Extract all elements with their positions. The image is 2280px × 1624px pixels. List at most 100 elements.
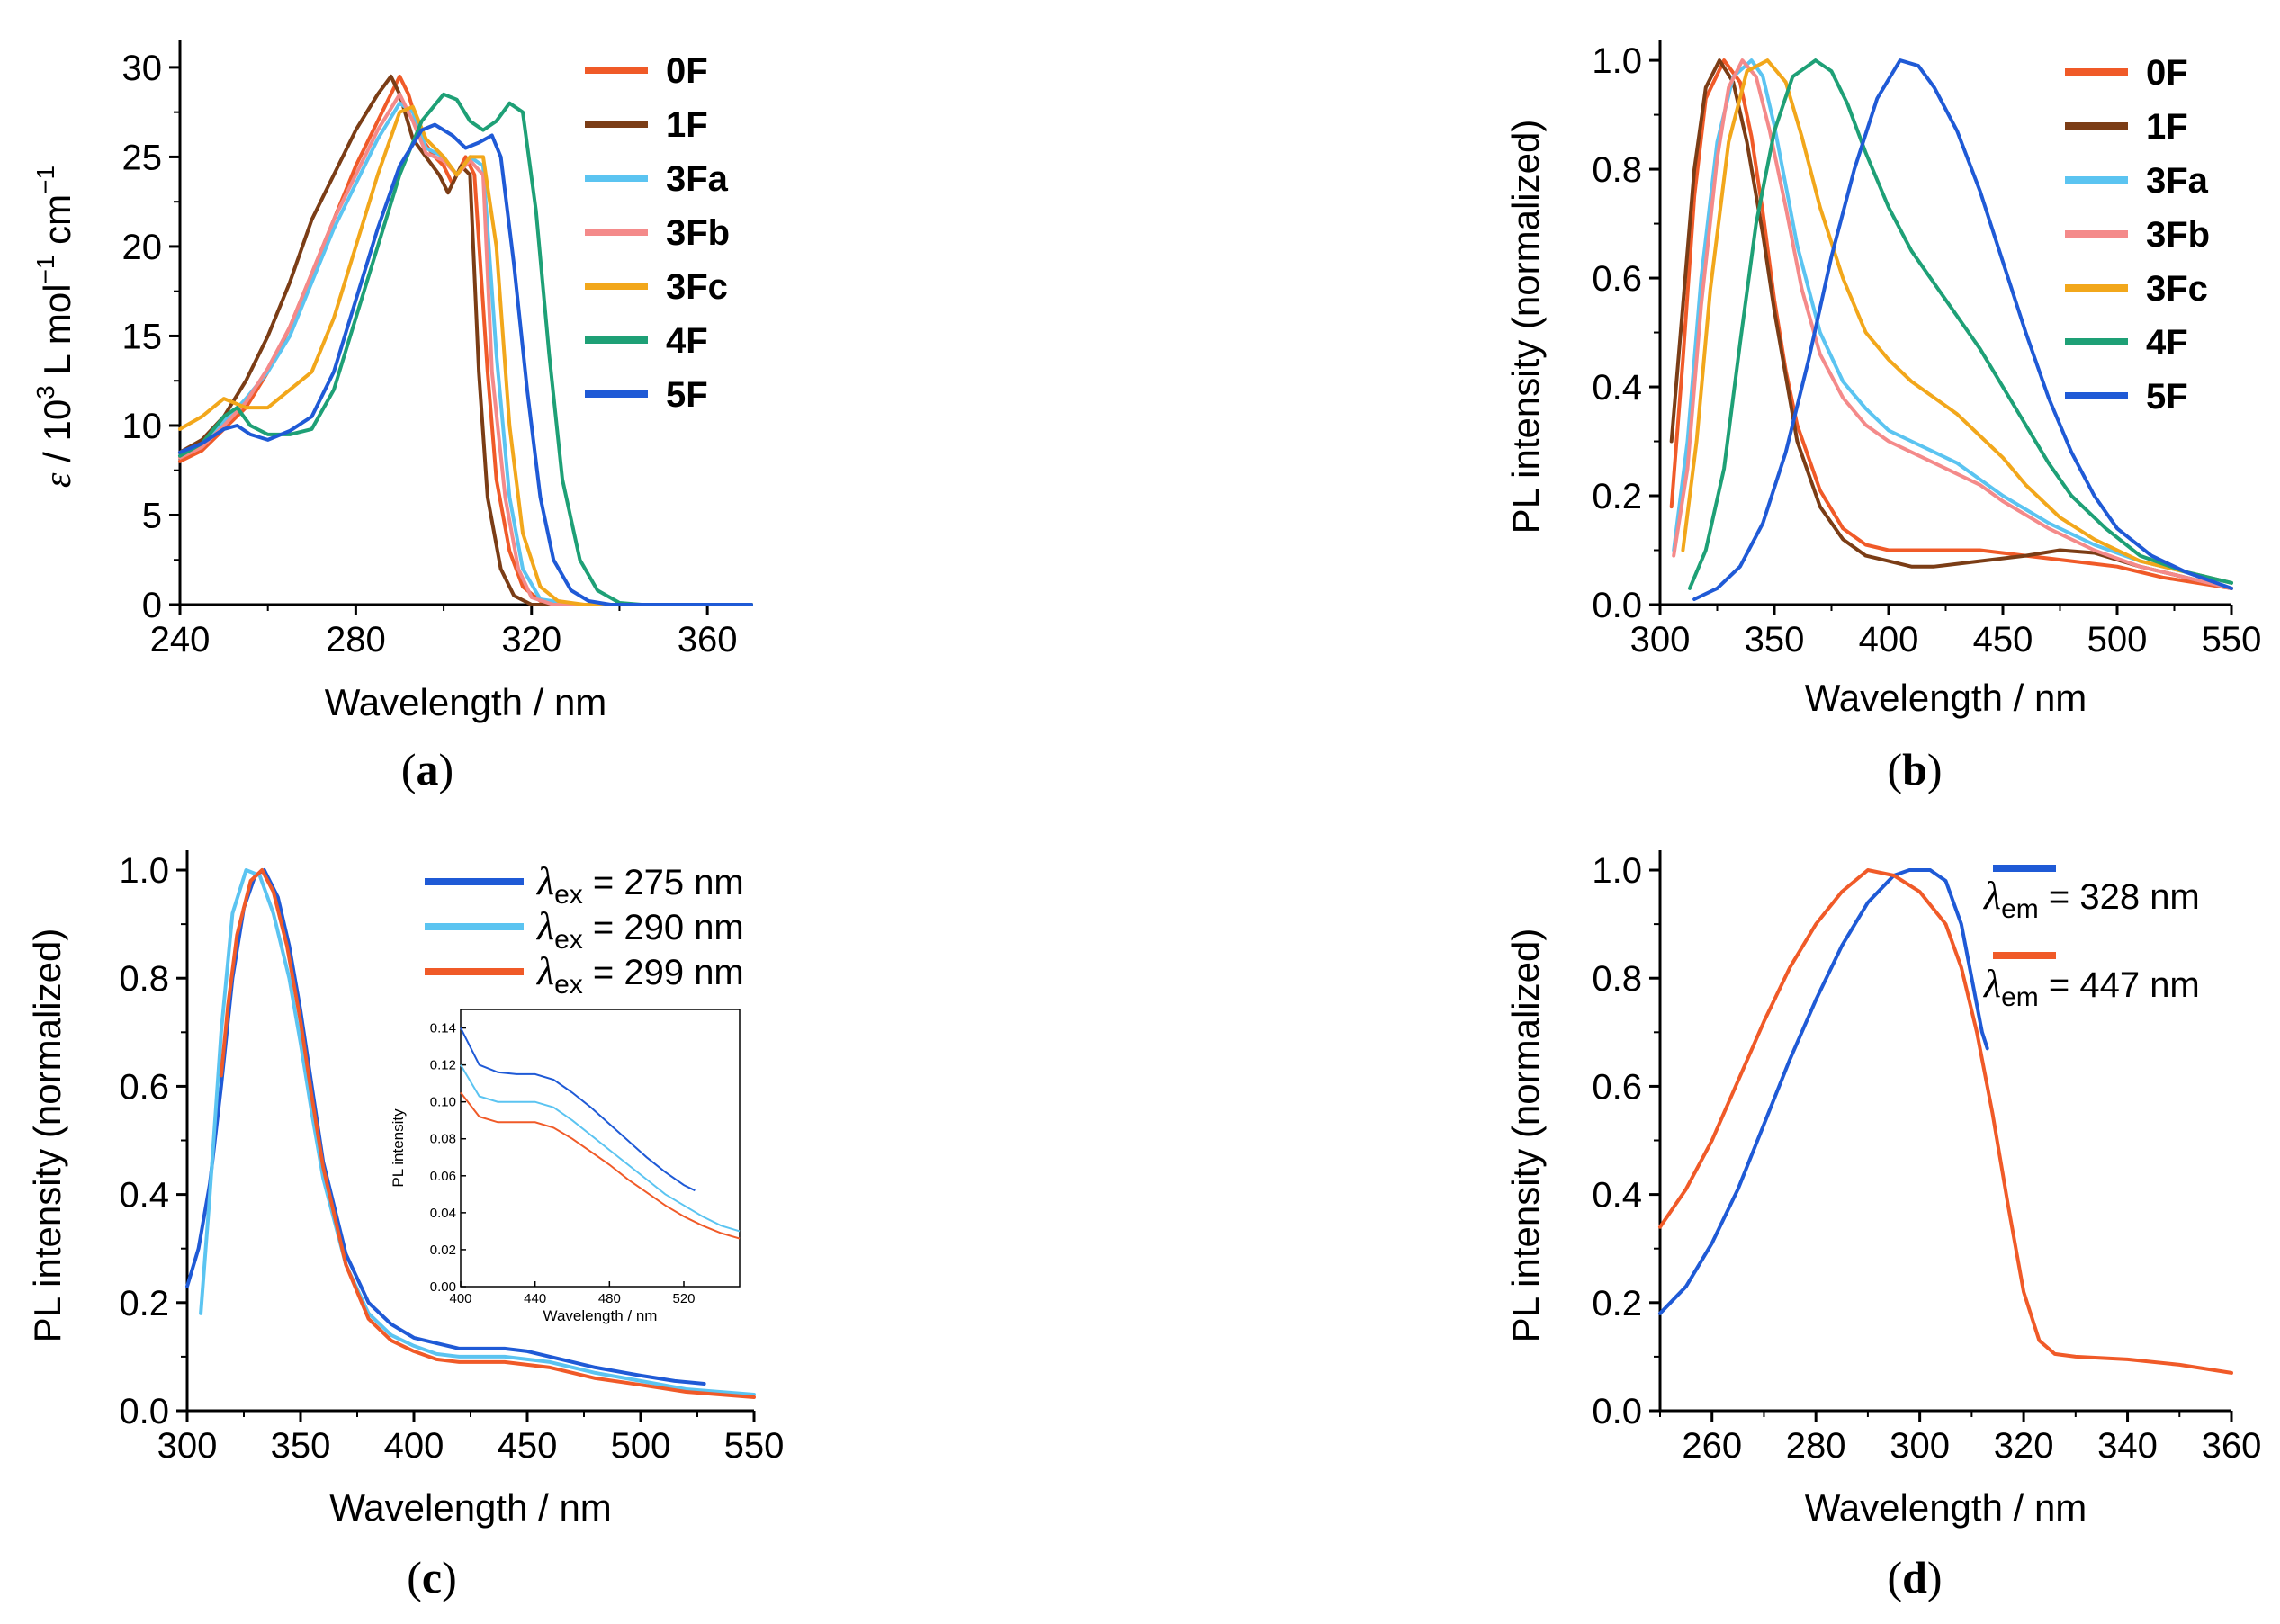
caption-a: (a) — [401, 744, 453, 794]
inset-x-tick-label: 480 — [598, 1291, 621, 1306]
x-tick-label: 350 — [1745, 620, 1805, 659]
y-axis-label: ε / 103 L mol−1 cm−1 — [31, 166, 79, 488]
y-tick-label: 0.8 — [1592, 150, 1642, 190]
series-line-1 — [1658, 868, 1989, 1315]
y-axis-label: PL intensity (normalized) — [1504, 929, 1547, 1343]
legend-label: 0F — [666, 51, 708, 91]
x-tick-label: 360 — [2202, 1426, 2262, 1466]
y-tick-label: 0 — [142, 586, 162, 625]
legend-label: 3Fc — [2146, 269, 2208, 309]
series-line-6 — [178, 92, 753, 606]
legend-label: 5F — [2146, 377, 2188, 417]
chart-panel-d: 260 280 300 320 340 360 0.0 0.2 0.4 0.6 0.8 1.0 Wave… — [1504, 850, 2261, 1529]
chart-panel-b: 300 350 400 450 500 550 0.0 0.2 0.4 0.6 0.8 1.0 Wave… — [1504, 40, 2261, 719]
y-tick-label: 1.0 — [1592, 851, 1642, 891]
inset-y-tick-label: 0.08 — [430, 1132, 456, 1147]
series-line-4 — [178, 92, 753, 606]
x-tick-label: 350 — [271, 1426, 331, 1466]
x-tick-label: 500 — [611, 1426, 671, 1466]
inset-y-tick-label: 0.10 — [430, 1095, 456, 1110]
inset-series-line-2 — [460, 1064, 741, 1233]
y-tick-label: 0.4 — [1592, 1176, 1642, 1216]
y-tick-label: 5 — [142, 496, 162, 535]
legend-label: 0F — [2146, 53, 2188, 93]
y-axis-label: PL intensity (normalized) — [26, 929, 68, 1343]
legend-label: λex = 275 nm — [535, 859, 744, 910]
chart-panel-a: 240 280 320 360 0 5 10 15 20 25 30 Wavelength / nm ε… — [31, 40, 753, 723]
y-tick-label: 0.8 — [1592, 959, 1642, 999]
inset-y-tick-label: 0.06 — [430, 1169, 456, 1184]
x-tick-label: 260 — [1682, 1426, 1742, 1466]
x-tick-label: 400 — [1859, 620, 1919, 659]
legend-label: 5F — [666, 375, 708, 415]
legend-label: 4F — [2146, 323, 2188, 363]
legend-label: 1F — [666, 105, 708, 145]
x-tick-label: 450 — [1973, 620, 2033, 659]
y-tick-label: 0.0 — [1592, 586, 1642, 625]
inset-series-line-3 — [460, 1091, 741, 1240]
x-tick-label: 320 — [501, 620, 561, 659]
series-line-2 — [1658, 868, 2233, 1375]
legend-label: 3Fa — [666, 159, 729, 199]
series-line-4 — [1672, 58, 2233, 590]
x-tick-label: 360 — [678, 620, 738, 659]
y-tick-label: 0.6 — [1592, 259, 1642, 299]
series-line-7 — [1692, 58, 2233, 601]
x-tick-label: 550 — [2202, 620, 2262, 659]
inset-y-tick-label: 0.14 — [430, 1021, 456, 1036]
x-tick-label: 300 — [157, 1426, 218, 1466]
x-tick-label: 280 — [1786, 1426, 1846, 1466]
y-tick-label: 0.2 — [1592, 477, 1642, 516]
x-tick-label: 550 — [724, 1426, 785, 1466]
caption-c: (c) — [407, 1552, 457, 1602]
y-tick-label: 0.2 — [1592, 1284, 1642, 1323]
y-tick-label: 0.4 — [1592, 368, 1642, 408]
caption-b: (b) — [1887, 744, 1942, 794]
caption-d: (d) — [1887, 1552, 1942, 1602]
inset-x-axis-label: Wavelength / nm — [543, 1307, 658, 1324]
legend-label: 3Fc — [666, 267, 728, 307]
x-axis-label: Wavelength / nm — [329, 1486, 612, 1529]
inset-frame — [460, 1009, 741, 1288]
x-tick-label: 240 — [150, 620, 211, 659]
y-tick-label: 0.0 — [1592, 1392, 1642, 1431]
y-tick-label: 25 — [122, 138, 163, 177]
inset-chart: 400 440 480 520 0.00 0.02 0.04 0.06 0.08 0.10 0.12… — [390, 1009, 741, 1324]
y-tick-label: 15 — [122, 317, 163, 356]
chart-panel-c: 300 350 400 450 500 550 0.0 0.2 0.4 0.6 0.8 1.0 Wave… — [26, 850, 784, 1529]
y-axis-label: PL intensity (normalized) — [1504, 120, 1547, 534]
y-tick-label: 0.4 — [119, 1176, 169, 1216]
inset-x-tick-label: 400 — [449, 1291, 471, 1306]
inset-y-tick-label: 0.02 — [430, 1243, 456, 1258]
y-tick-label: 0.0 — [119, 1392, 169, 1431]
y-tick-label: 0.2 — [119, 1284, 169, 1323]
y-tick-label: 0.6 — [119, 1067, 169, 1107]
legend-label: 3Fa — [2146, 161, 2209, 201]
series-line-2 — [1669, 58, 2233, 590]
inset-series-line-1 — [460, 1027, 696, 1192]
x-tick-label: 280 — [326, 620, 386, 659]
series-line-6 — [1688, 58, 2233, 590]
x-tick-label: 500 — [2087, 620, 2148, 659]
x-tick-label: 400 — [384, 1426, 444, 1466]
inset-x-tick-label: 520 — [672, 1291, 695, 1306]
y-tick-label: 20 — [122, 228, 163, 267]
x-tick-label: 340 — [2097, 1426, 2158, 1466]
x-tick-label: 450 — [498, 1426, 558, 1466]
legend-label: λex = 299 nm — [535, 949, 744, 1000]
series-line-5 — [1681, 58, 2233, 585]
inset-x-tick-label: 440 — [524, 1291, 546, 1306]
x-axis-label: Wavelength / nm — [1805, 1486, 2087, 1529]
y-tick-label: 0.6 — [1592, 1067, 1642, 1107]
inset-y-tick-label: 0.04 — [430, 1206, 456, 1221]
series-line-1 — [1669, 58, 2233, 590]
series-line-2 — [178, 74, 753, 606]
x-axis-label: Wavelength / nm — [1805, 677, 2087, 719]
x-axis-label: Wavelength / nm — [325, 681, 607, 723]
legend-label: 1F — [2146, 107, 2188, 147]
series-line-3 — [219, 868, 756, 1399]
x-tick-label: 300 — [1890, 1426, 1950, 1466]
y-tick-label: 30 — [122, 49, 163, 88]
inset-y-axis-label: PL intensity — [390, 1108, 407, 1188]
